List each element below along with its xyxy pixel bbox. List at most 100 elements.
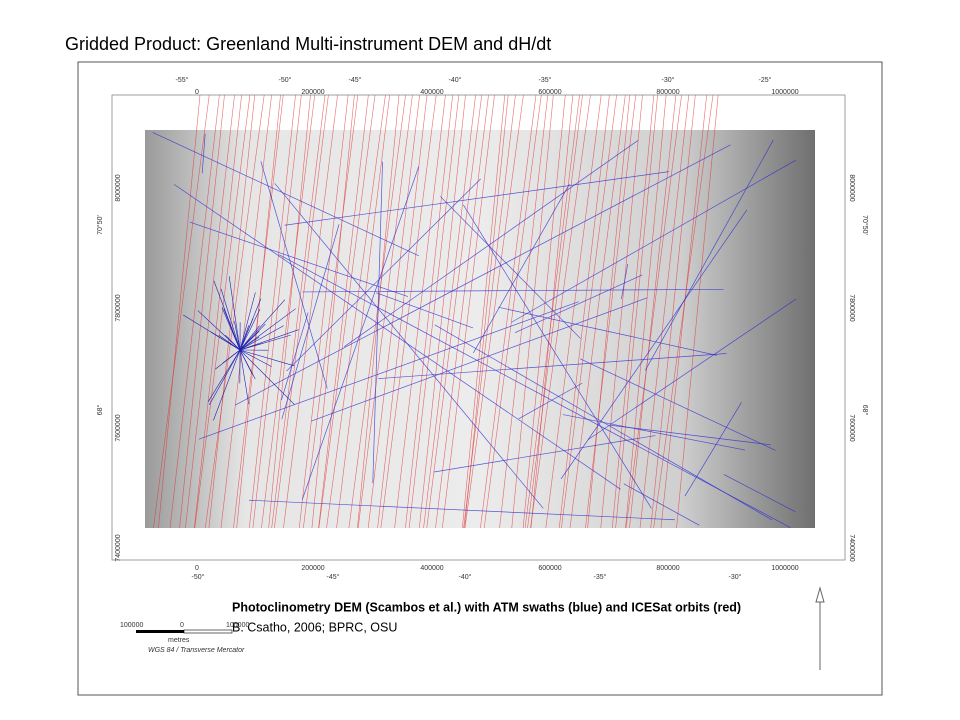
- atm-swath: [278, 254, 791, 528]
- icesat-orbit: [169, 94, 220, 529]
- atm-swath: [239, 349, 272, 367]
- scale-segment: [136, 630, 184, 633]
- coordinate-label: 600000: [538, 89, 561, 96]
- icesat-orbit: [179, 94, 225, 529]
- coordinate-label: 7600000: [115, 414, 122, 441]
- coordinate-label: -35°: [594, 573, 607, 581]
- atm-swath: [378, 353, 727, 379]
- coordinate-label: -50°: [279, 76, 292, 84]
- coordinate-label: 200000: [301, 89, 324, 96]
- coordinate-label: -45°: [349, 76, 362, 84]
- atm-swath: [684, 402, 742, 497]
- atm-swath: [440, 196, 581, 339]
- atm-swath: [239, 330, 260, 351]
- icesat-orbit: [639, 94, 690, 529]
- atm-swath: [239, 292, 256, 351]
- icesat-orbit: [569, 94, 626, 529]
- coordinate-labels: -55° -50° -45° -40° -35° -30° -25° 0 200000 40000…: [96, 76, 869, 581]
- icesat-orbit: [194, 94, 251, 529]
- icesat-orbit: [271, 94, 326, 529]
- icesat-orbit: [298, 94, 349, 529]
- slide-title: Gridded Product: Greenland Multi-instrum…: [65, 34, 551, 54]
- icesat-orbit: [394, 94, 446, 529]
- icesat-orbit: [653, 94, 714, 529]
- icesat-orbit: [303, 94, 359, 529]
- atm-swath: [311, 297, 648, 422]
- atm-swath: [209, 349, 241, 406]
- atm-swath: [284, 171, 670, 226]
- track-lines: [152, 94, 797, 529]
- atm-swath: [207, 349, 241, 403]
- icesat-orbit: [462, 94, 506, 529]
- atm-swath: [239, 349, 249, 405]
- icesat-orbit: [600, 94, 643, 529]
- icesat-orbit: [464, 94, 509, 529]
- icesat-orbit: [629, 94, 677, 529]
- coordinate-label: 68°: [861, 405, 869, 416]
- icesat-orbit: [336, 94, 390, 529]
- icesat-orbit: [483, 94, 542, 529]
- scale-label: 100000: [226, 622, 249, 629]
- icesat-orbit: [233, 94, 284, 529]
- atm-swath: [723, 474, 796, 513]
- coordinate-label: -35°: [539, 76, 552, 84]
- atm-swath: [201, 133, 206, 174]
- coordinate-label: 800000: [656, 565, 679, 572]
- atm-swath: [281, 224, 340, 420]
- scale-segment: [183, 629, 233, 634]
- coordinate-label: -30°: [729, 573, 742, 581]
- coordinate-label: 7400000: [115, 534, 122, 561]
- coordinate-label: 68°: [96, 405, 104, 416]
- coordinate-label: -50°: [192, 573, 205, 581]
- atm-swath: [376, 292, 474, 329]
- scale-label: 100000: [120, 622, 143, 629]
- icesat-orbit: [283, 94, 338, 529]
- coordinate-label: -55°: [176, 76, 189, 84]
- icesat-orbit: [419, 94, 466, 529]
- atm-swath: [239, 349, 295, 367]
- atm-swath: [372, 161, 383, 484]
- coordinate-label: 400000: [420, 565, 443, 572]
- atm-swath: [228, 276, 241, 351]
- atm-swath: [514, 274, 643, 334]
- atm-swath: [239, 349, 295, 405]
- icesat-orbit: [435, 94, 489, 529]
- atm-swath: [239, 349, 253, 375]
- icesat-orbit: [220, 94, 272, 529]
- atm-swath: [189, 221, 409, 297]
- north-arrow-head: [815, 586, 825, 603]
- coordinate-label: 8000000: [848, 174, 855, 201]
- icesat-orbit: [587, 94, 631, 529]
- icesat-orbit: [208, 94, 256, 529]
- coordinate-label: 800000: [656, 89, 679, 96]
- atm-swath: [218, 334, 241, 351]
- atm-swath: [239, 325, 250, 351]
- icesat-orbit: [558, 94, 610, 529]
- atm-swath: [610, 424, 771, 446]
- icesat-orbit: [463, 94, 516, 529]
- atm-swath: [213, 349, 241, 421]
- coordinate-label: 0: [195, 89, 199, 96]
- coordinate-label: 70°50': [96, 215, 104, 235]
- atm-swath: [587, 298, 797, 441]
- icesat-orbit: [625, 94, 682, 529]
- icesat-orbit: [511, 94, 554, 529]
- icesat-orbit: [311, 94, 355, 529]
- coordinate-label: 70°50': [861, 215, 869, 235]
- coordinate-label: 600000: [538, 565, 561, 572]
- atm-swath: [198, 301, 579, 440]
- icesat-orbit: [527, 94, 583, 529]
- atm-swath: [274, 183, 544, 509]
- scale-label: 0: [180, 622, 184, 629]
- atm-swath: [302, 288, 724, 293]
- atm-swath: [623, 483, 700, 526]
- icesat-orbit: [249, 94, 296, 529]
- atm-swath: [286, 178, 481, 372]
- atm-swath: [498, 306, 717, 356]
- coordinate-label: 7600000: [848, 414, 855, 441]
- atm-swath: [260, 161, 328, 389]
- icesat-orbit: [530, 94, 591, 529]
- coordinate-label: -45°: [327, 573, 340, 581]
- atm-swath: [223, 308, 241, 351]
- coordinate-label: -40°: [449, 76, 462, 84]
